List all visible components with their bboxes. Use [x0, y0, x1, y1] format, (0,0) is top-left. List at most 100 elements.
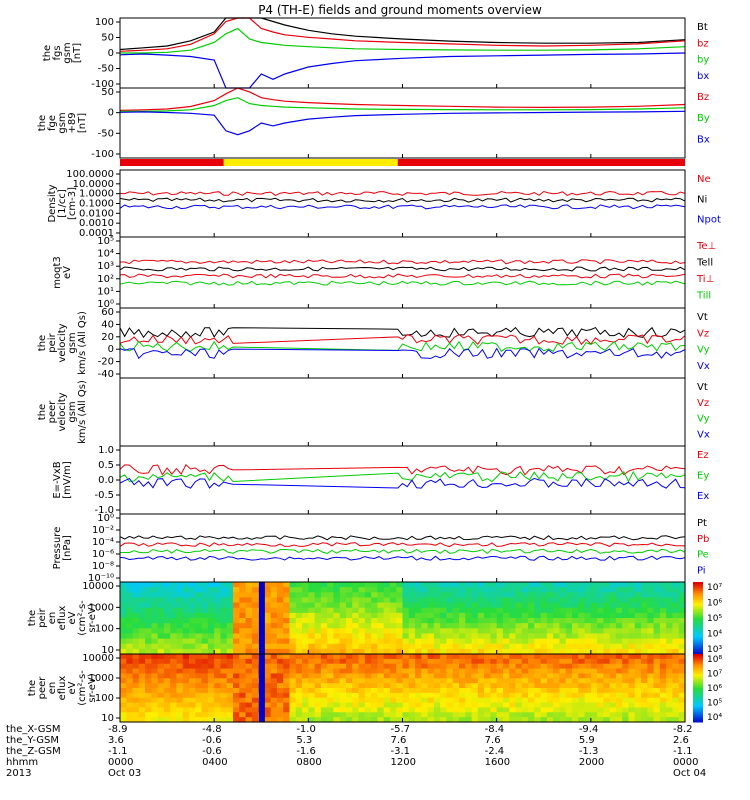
- spectrogram-cell: [233, 633, 240, 640]
- spectrogram-cell: [496, 658, 504, 665]
- spectrogram-cell: [597, 673, 604, 679]
- spectrogram-cell: [176, 597, 184, 604]
- spectrogram-cell: [465, 612, 473, 619]
- spectrogram-cell: [540, 633, 548, 640]
- spectrogram-cell: [195, 673, 203, 679]
- spectrogram-cell: [427, 654, 435, 660]
- spectrogram-cell: [245, 602, 253, 609]
- spectrogram-cell: [452, 643, 460, 650]
- spectrogram-cell: [572, 607, 579, 614]
- spectrogram-cell: [314, 592, 322, 599]
- spectrogram-cell: [641, 678, 648, 684]
- spectrogram-cell: [641, 602, 648, 609]
- colorbar-cell: [693, 591, 703, 594]
- spectrogram-cell: [509, 602, 517, 609]
- spectrogram-cell: [678, 673, 686, 679]
- spectrogram-cell: [295, 648, 303, 655]
- spectrogram-cell: [421, 623, 429, 629]
- spectrogram-cell: [546, 607, 554, 614]
- spectrogram-cell: [308, 602, 316, 609]
- spectrogram-cell: [553, 633, 561, 640]
- panel-ylabel: thefgegsm+89[nT]: [37, 112, 88, 133]
- spectrogram-cell: [308, 582, 316, 588]
- spectrogram-cell: [421, 678, 429, 684]
- spectrogram-cell: [346, 688, 353, 694]
- spectrogram-cell: [634, 717, 642, 723]
- colorbar-cell: [693, 607, 703, 610]
- spectrogram-cell: [138, 697, 146, 704]
- spectrogram-cell: [226, 712, 234, 718]
- spectrogram-cell: [126, 683, 134, 689]
- spectrogram-cell: [572, 697, 579, 704]
- spectrogram-cell: [515, 638, 523, 645]
- spectrogram-cell: [201, 668, 209, 675]
- spectrogram-cell: [195, 582, 203, 588]
- spectrogram-cell: [371, 592, 378, 599]
- spectrogram-cell: [452, 618, 460, 624]
- spectrogram-cell: [446, 582, 454, 588]
- spectrogram-cell: [628, 658, 636, 665]
- spectrogram-cell: [471, 702, 479, 709]
- spectrogram-cell: [226, 663, 234, 670]
- spectrogram-cell: [283, 648, 291, 655]
- spectrogram-cell: [421, 648, 429, 655]
- spectrogram-cell: [484, 683, 491, 689]
- spectrogram-cell: [421, 707, 429, 713]
- spectrogram-cell: [565, 648, 573, 655]
- spectrogram-cell: [201, 582, 209, 588]
- spectrogram-cell: [189, 602, 196, 609]
- spectrogram-cell: [302, 654, 309, 660]
- panel-8: Pressure[nPa]10⁰10⁻²10⁻⁴10⁻⁶10⁻⁸10⁻¹⁰PtP…: [52, 513, 709, 584]
- spectrogram-cell: [358, 688, 366, 694]
- spectrogram-cell: [496, 607, 504, 614]
- series-0: [119, 463, 686, 476]
- spectrogram-cell: [427, 697, 435, 704]
- spectrogram-cell: [459, 643, 466, 650]
- spectrogram-cell: [176, 683, 184, 689]
- spectrogram-cell: [233, 602, 240, 609]
- spectrogram-cell: [314, 648, 322, 655]
- spectrogram-cell: [346, 673, 353, 679]
- footer-group: the_X-GSM -8.9 -4.8 -1.0 -5.7 -8.4 -9.4 -8.2the…: [6, 724, 706, 779]
- spectrogram-cell: [251, 643, 259, 650]
- footer-value: 3.6: [108, 735, 124, 746]
- spectrogram-cell: [534, 623, 542, 629]
- spectrogram-cell: [402, 702, 410, 709]
- spectrogram-cell: [295, 658, 303, 665]
- spectrogram-cell: [603, 673, 611, 679]
- spectrogram-cell: [446, 638, 454, 645]
- spectrogram-cell: [572, 678, 579, 684]
- spectrogram-cell: [490, 648, 498, 655]
- ytick-label: 10000: [82, 653, 114, 664]
- spectrogram-cell: [477, 623, 485, 629]
- spectrogram-cell: [383, 668, 391, 675]
- spectrogram-cell: [289, 678, 297, 684]
- spectrogram-cell: [308, 597, 316, 604]
- spectrogram-cell: [195, 678, 203, 684]
- spectrogram-cell: [471, 582, 479, 588]
- spectrogram-cell: [214, 654, 222, 660]
- spectrogram-cell: [572, 712, 579, 718]
- spectrogram-cell: [163, 683, 171, 689]
- spectrogram-cell: [528, 648, 535, 655]
- ytick-label: 10⁻²: [92, 525, 114, 536]
- spectrogram-cell: [239, 618, 247, 624]
- spectrogram-cell: [534, 663, 542, 670]
- spectrogram-cell: [647, 712, 655, 718]
- colorbar-cell: [693, 703, 703, 706]
- spectrogram-cell: [302, 663, 309, 670]
- spectrogram-cell: [320, 707, 328, 713]
- spectrogram-cell: [396, 678, 404, 684]
- spectrogram-cell: [314, 712, 322, 718]
- spectrogram-cell: [138, 592, 146, 599]
- spectrogram-cell: [484, 633, 491, 640]
- spectrogram-cell: [521, 633, 529, 640]
- spectrogram-cell: [226, 692, 234, 699]
- spectrogram-cell: [584, 592, 592, 599]
- spectrogram-cell: [195, 697, 203, 704]
- spectrogram-cell: [214, 673, 222, 679]
- spectrogram-cell: [371, 587, 378, 593]
- spectrogram-cell: [126, 668, 134, 675]
- spectrogram-cell: [157, 688, 165, 694]
- spectrogram-cell: [201, 692, 209, 699]
